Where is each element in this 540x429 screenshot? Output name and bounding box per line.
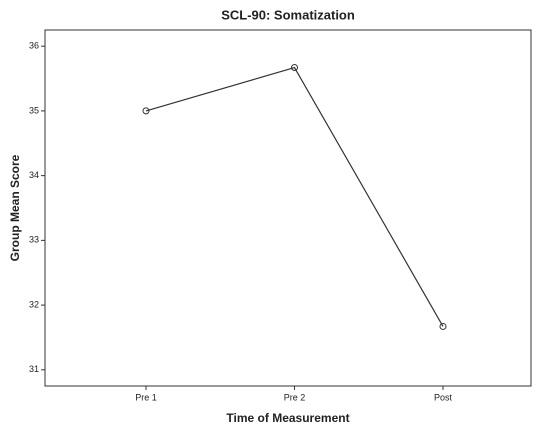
x-tick-label: Post	[434, 392, 453, 402]
plot-frame	[44, 29, 532, 387]
y-tick-label: 31	[29, 364, 39, 374]
x-tick-label: Pre 1	[135, 392, 157, 402]
y-tick-label: 35	[29, 105, 39, 115]
y-axis-label: Group Mean Score	[8, 154, 22, 261]
point	[439, 322, 447, 330]
series-line	[145, 66, 444, 327]
x-axis-label: Time of Measurement	[226, 411, 349, 425]
chart-title: SCL-90: Somatization	[221, 7, 355, 22]
y-tick-label: 34	[29, 170, 39, 180]
point	[291, 64, 298, 72]
y-tick-label: 36	[29, 41, 39, 51]
point	[142, 107, 150, 115]
x-tick-label: Pre 2	[284, 392, 306, 402]
y-tick-label: 33	[29, 235, 39, 245]
y-tick-label: 32	[29, 299, 39, 309]
